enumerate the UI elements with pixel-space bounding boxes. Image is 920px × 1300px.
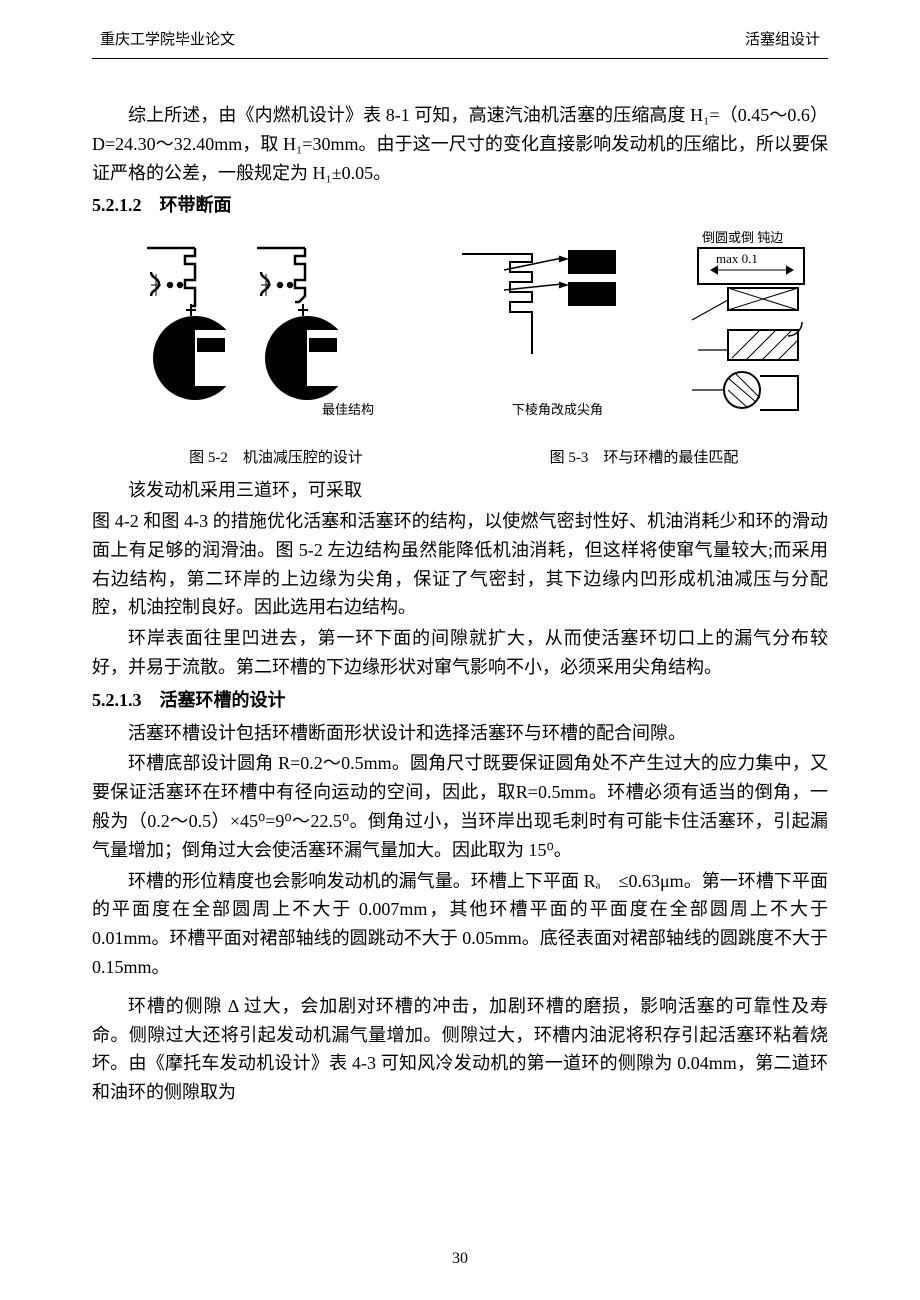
paragraph-5: 活塞环槽设计包括环槽断面形状设计和选择活塞环与环槽的配合间隙。 — [92, 719, 828, 748]
fig-caption-5-3: 图 5-3 环与环槽的最佳匹配 — [460, 446, 828, 470]
paragraph-7: 环槽的形位精度也会影响发动机的漏气量。环槽上下平面 Rₐ ≤0.63μm。第一环… — [92, 867, 828, 982]
fig-5-2-sublabel: 最佳结构 — [322, 402, 374, 417]
paragraph-4: 环岸表面往里凹进去，第一环下面的间隙就扩大，从而使活塞环切口上的漏气分布较好，并… — [92, 624, 828, 682]
paragraph-1: 综上所述，由《内燃机设计》表 8-1 可知，高速汽油机活塞的压缩高度 H₁=（0… — [92, 101, 828, 187]
figure-area: 最佳结构 下棱角改成尖角 倒圆或倒 钝边 max 0.1 — [92, 230, 828, 436]
section-number: 5.2.1.2 — [92, 195, 142, 215]
figure-captions: 图 5-2 机油减压腔的设计 图 5-3 环与环槽的最佳匹配 — [92, 446, 828, 470]
header-left: 重庆工学院毕业论文 — [100, 28, 235, 52]
paragraph-6: 环槽底部设计圆角 R=0.2～0.5mm。圆角尺寸既要保证圆角处不产生过大的应力… — [92, 749, 828, 864]
paragraph-2: 该发动机采用三道环，可采取 — [92, 476, 828, 505]
figure-svg: 最佳结构 下棱角改成尖角 倒圆或倒 钝边 max 0.1 — [92, 230, 828, 436]
section-5-2-1-2: 5.2.1.2 环带断面 — [92, 191, 828, 220]
fig-90deg: 90° — [807, 328, 825, 343]
section-title: 环带断面 — [160, 195, 232, 215]
fig-5-3-sublabel: 下棱角改成尖角 — [512, 402, 603, 417]
fig-right-top-label: 倒圆或倒 钝边 — [702, 230, 783, 245]
fig-max-label: max 0.1 — [716, 251, 758, 266]
page-header: 重庆工学院毕业论文 活塞组设计 — [92, 28, 828, 59]
paragraph-8: 环槽的侧隙 Δ 过大，会加剧对环槽的冲击，加剧环槽的磨损，影响活塞的可靠性及寿命… — [92, 992, 828, 1107]
section-number-2: 5.2.1.3 — [92, 690, 142, 710]
header-right: 活塞组设计 — [745, 28, 820, 52]
section-5-2-1-3: 5.2.1.3 活塞环槽的设计 — [92, 686, 828, 715]
page-number: 30 — [0, 1246, 920, 1272]
section-title-2: 活塞环槽的设计 — [160, 690, 286, 710]
fig-caption-5-2: 图 5-2 机油减压腔的设计 — [92, 446, 460, 470]
paragraph-3: 图 4-2 和图 4-3 的措施优化活塞和活塞环的结构，以使燃气密封性好、机油消… — [92, 507, 828, 622]
